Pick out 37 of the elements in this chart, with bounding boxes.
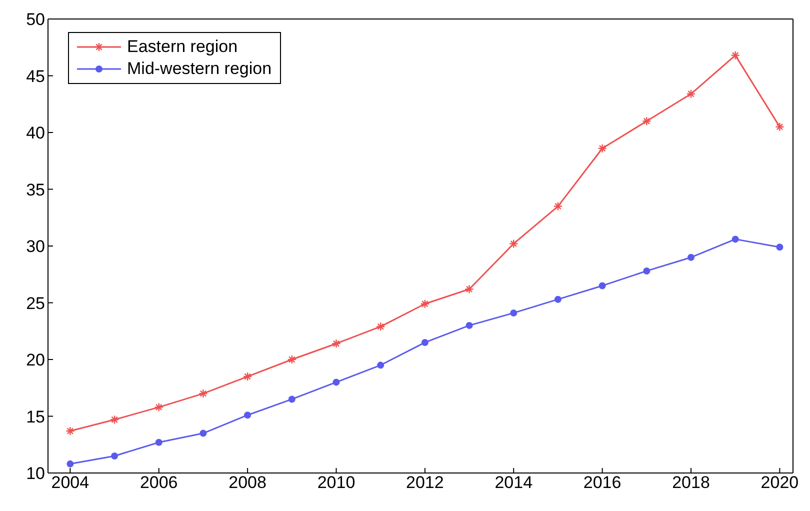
y-tick-label: 40 bbox=[26, 124, 45, 143]
point bbox=[643, 267, 650, 274]
point bbox=[332, 378, 340, 386]
point bbox=[776, 244, 784, 251]
point bbox=[598, 282, 606, 290]
x-tick-label: 2006 bbox=[140, 473, 178, 492]
x-tick-label: 2016 bbox=[583, 473, 622, 492]
y-tick-label: 35 bbox=[26, 180, 45, 200]
x-tick-label: 2012 bbox=[406, 473, 444, 492]
point bbox=[66, 460, 74, 468]
x-tick-label: 2014 bbox=[494, 473, 533, 492]
y-tick-label: 25 bbox=[26, 294, 45, 313]
point bbox=[288, 396, 296, 403]
y-tick-label: 20 bbox=[26, 350, 45, 370]
point bbox=[155, 438, 162, 446]
legend-label: Mid-western region bbox=[127, 58, 272, 80]
y-tick-label: 30 bbox=[26, 237, 45, 256]
x-tick-label: 2008 bbox=[228, 473, 266, 492]
point bbox=[200, 430, 207, 437]
point bbox=[466, 322, 473, 329]
y-tick-label: 50 bbox=[26, 10, 45, 30]
point bbox=[421, 338, 428, 346]
point bbox=[732, 236, 739, 243]
y-tick-label: 45 bbox=[26, 66, 45, 86]
y-tick-label: 15 bbox=[26, 407, 45, 426]
point bbox=[244, 412, 252, 419]
point bbox=[377, 362, 384, 369]
point bbox=[688, 254, 695, 261]
x-tick-label: 2004 bbox=[51, 473, 90, 492]
point bbox=[510, 309, 518, 316]
x-tick-label: 2020 bbox=[760, 473, 799, 492]
x-tick-label: 2010 bbox=[317, 473, 356, 492]
legend-label: Eastern region bbox=[127, 36, 238, 58]
y-tick-label: 10 bbox=[26, 464, 45, 484]
point bbox=[111, 452, 118, 460]
x-tick-label: 2018 bbox=[672, 473, 710, 492]
point bbox=[554, 296, 562, 303]
